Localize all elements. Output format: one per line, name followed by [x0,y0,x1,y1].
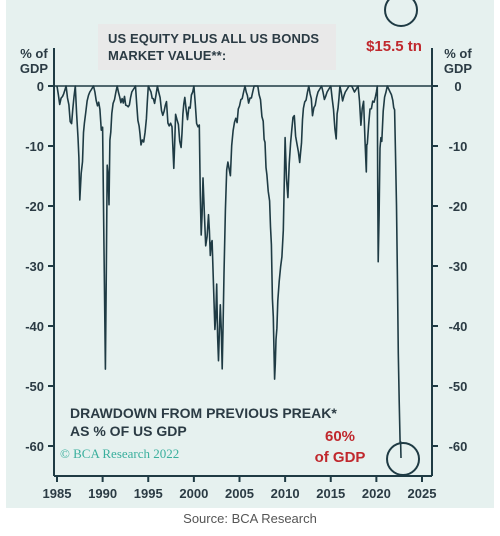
drawdown-annotation: DRAWDOWN FROM PREVIOUS PREAK* AS % OF US… [70,405,337,439]
x-tick-label: 2010 [271,486,300,501]
highlight-circle-top [384,0,419,27]
chart-title: US EQUITY PLUS ALL US BONDS MARKET VALUE… [108,31,320,63]
source-caption: Source: BCA Research [183,511,317,526]
left-axis-unit: % of GDP [19,46,49,76]
y-tick-label-right: -60 [449,439,468,454]
title-box [98,24,336,70]
y-tick-label-left: -30 [25,259,44,274]
y-tick-label-left: -60 [25,439,44,454]
x-tick-label: 1990 [88,486,117,501]
y-tick-label-right: -20 [449,199,468,214]
right-axis-unit: % of GDP [443,46,473,76]
y-tick-label-left: -20 [25,199,44,214]
y-tick-label-left: -50 [25,379,44,394]
highlight-circle-bottom [386,442,421,476]
x-tick-label: 2000 [179,486,208,501]
x-tick-label: 2025 [408,486,437,501]
y-tick-label-left: -10 [25,139,44,154]
y-tick-label-right: -50 [449,379,468,394]
y-tick-label-left: -40 [25,319,44,334]
y-tick-label-left: 0 [37,79,44,94]
x-tick-label: 2020 [362,486,391,501]
x-tick-label: 2015 [316,486,345,501]
y-tick-label-right: -30 [449,259,468,274]
drawdown-callout: 60% of GDP [314,428,366,466]
y-tick-label-right: -40 [449,319,468,334]
x-tick-label: 1995 [134,486,163,501]
value-annotation: $15.5 tn [366,38,422,55]
x-tick-label: 1985 [43,486,72,501]
x-tick-label: 2005 [225,486,254,501]
y-tick-label-right: 0 [454,79,461,94]
chart-panel [6,0,494,508]
copyright: © BCA Research 2022 [60,446,180,461]
y-tick-label-right: -10 [449,139,468,154]
drawdown-series-line [56,85,402,459]
